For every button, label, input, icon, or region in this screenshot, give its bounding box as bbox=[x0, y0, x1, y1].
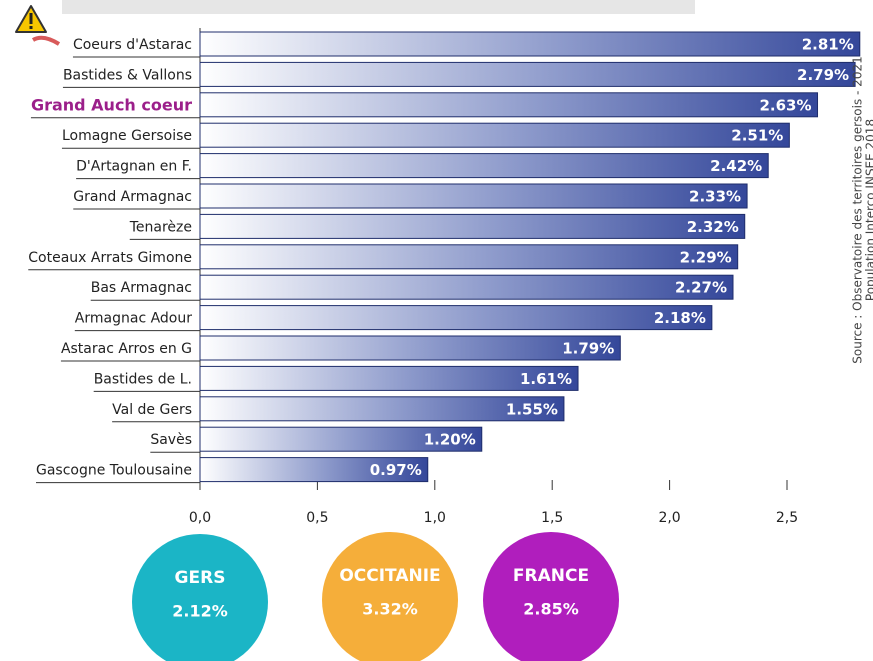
top-banner bbox=[62, 0, 695, 14]
x-tick-label: 0,0 bbox=[189, 510, 211, 526]
x-tick-label: 1,0 bbox=[424, 510, 446, 526]
bar bbox=[199, 92, 819, 118]
category-label: Coeurs d'Astarac bbox=[73, 37, 192, 53]
reference-name: OCCITANIE bbox=[339, 566, 440, 586]
bar bbox=[199, 457, 429, 483]
x-tick-label: 2,0 bbox=[658, 510, 680, 526]
value-label: 2.33% bbox=[689, 188, 741, 206]
bar bbox=[199, 305, 713, 331]
reference-value: 2.85% bbox=[523, 600, 579, 619]
bar bbox=[199, 274, 734, 300]
value-label: 2.63% bbox=[759, 96, 811, 114]
bar bbox=[199, 153, 769, 179]
reference-circle bbox=[483, 532, 619, 661]
bar bbox=[199, 365, 579, 391]
value-label: 2.27% bbox=[675, 279, 727, 297]
bar bbox=[199, 396, 565, 422]
category-label: Bas Armagnac bbox=[91, 280, 192, 296]
category-label: Lomagne Gersoise bbox=[62, 128, 192, 144]
reference-circle bbox=[132, 534, 268, 661]
category-label: Astarac Arros en G bbox=[61, 341, 192, 357]
reference-value: 2.12% bbox=[172, 602, 228, 621]
bar bbox=[199, 61, 856, 87]
value-label: 1.79% bbox=[562, 340, 614, 358]
value-label: 2.81% bbox=[802, 36, 854, 54]
source-note: Source : Observatoire des territoires ge… bbox=[851, 56, 865, 363]
category-label: Tenarèze bbox=[129, 219, 192, 235]
bar bbox=[199, 335, 621, 361]
bar bbox=[199, 213, 746, 239]
category-label: Grand Auch coeur bbox=[31, 95, 192, 114]
x-tick-label: 0,5 bbox=[306, 510, 328, 526]
value-label: 1.20% bbox=[424, 431, 476, 449]
category-label: Armagnac Adour bbox=[75, 311, 192, 327]
value-label: 1.61% bbox=[520, 370, 572, 388]
bar bbox=[199, 426, 483, 452]
reference-value: 3.32% bbox=[362, 600, 418, 619]
category-label: Grand Armagnac bbox=[73, 189, 192, 205]
reference-name: FRANCE bbox=[513, 566, 589, 586]
reference-circle bbox=[322, 532, 458, 661]
bar bbox=[199, 122, 790, 148]
category-label: Savès bbox=[150, 432, 192, 448]
warning-icon bbox=[15, 5, 61, 46]
value-label: 0.97% bbox=[370, 461, 422, 479]
x-tick-label: 1,5 bbox=[541, 510, 563, 526]
category-label: D'Artagnan en F. bbox=[76, 159, 192, 175]
x-tick-label: 2,5 bbox=[776, 510, 798, 526]
bar bbox=[199, 244, 739, 270]
source-note: Population Interco INSEE 2018 bbox=[864, 119, 873, 301]
category-label: Bastides & Vallons bbox=[63, 67, 192, 83]
value-label: 2.51% bbox=[731, 127, 783, 145]
category-label: Bastides de L. bbox=[94, 371, 192, 387]
category-label: Coteaux Arrats Gimone bbox=[28, 250, 192, 266]
value-label: 1.55% bbox=[506, 400, 558, 418]
value-label: 2.42% bbox=[710, 157, 762, 175]
category-label: Val de Gers bbox=[112, 402, 192, 418]
reference-name: GERS bbox=[175, 568, 226, 588]
value-label: 2.32% bbox=[687, 218, 739, 236]
value-label: 2.18% bbox=[654, 309, 706, 327]
value-label: 2.79% bbox=[797, 66, 849, 84]
value-label: 2.29% bbox=[680, 248, 732, 266]
category-label: Gascogne Toulousaine bbox=[36, 463, 192, 479]
bar bbox=[199, 31, 861, 57]
bar bbox=[199, 183, 748, 209]
